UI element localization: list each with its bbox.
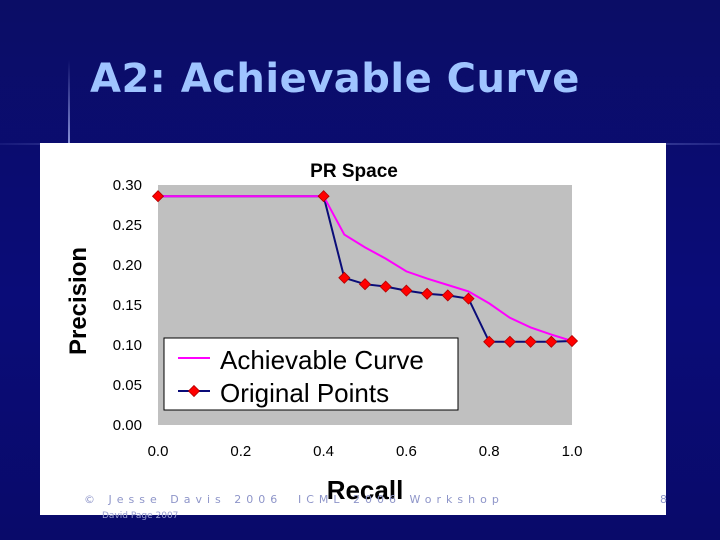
original-point-marker	[565, 334, 579, 348]
original-point-marker	[462, 292, 475, 305]
original-point-marker	[400, 284, 413, 297]
y-tick-label: 0.25	[113, 217, 142, 234]
y-axis-label: Precision	[65, 247, 92, 355]
original-point-marker	[503, 335, 516, 348]
original-point-marker	[338, 271, 351, 284]
original-point-marker	[545, 335, 558, 348]
footer-venue: ICML 2006 Workshop	[298, 493, 504, 506]
y-tick-label: 0.05	[113, 377, 142, 394]
original-point-marker	[379, 280, 392, 293]
original-point-marker	[483, 335, 496, 348]
chart-title: PR Space	[310, 161, 398, 182]
x-tick-label: 0.4	[313, 443, 334, 460]
original-point-marker	[441, 289, 454, 302]
original-point-marker	[421, 287, 434, 300]
original-point-marker	[317, 190, 330, 203]
y-tick-label: 0.20	[113, 257, 142, 274]
legend-label-achievable: Achievable Curve	[220, 345, 424, 375]
y-tick-label: 0.30	[113, 177, 142, 194]
y-tick-label: 0.10	[113, 337, 142, 354]
legend-box	[163, 337, 459, 411]
x-tick-label: 0.0	[148, 443, 169, 460]
x-tick-label: 0.8	[479, 443, 500, 460]
x-tick-label: 0.6	[396, 443, 417, 460]
footer-page-number: 8	[660, 493, 667, 506]
legend-swatch-original-marker	[187, 384, 201, 398]
x-tick-label: 1.0	[562, 443, 583, 460]
decorative-vertical-line	[68, 60, 70, 145]
slide-title: A2: Achievable Curve	[90, 56, 580, 102]
footer-author: David Page 2007	[102, 511, 179, 521]
y-tick-label: 0.00	[113, 417, 142, 434]
x-axis-label: Recall	[327, 475, 404, 505]
pr-space-chart: 0.0 0.2 0.4 0.6 0.8 1.0 0.00 0.05 0.10 0.15 0.20 0…	[65, 161, 583, 505]
chart-panel: 0.0 0.2 0.4 0.6 0.8 1.0 0.00 0.05 0.10 0.15 0.20 0…	[40, 143, 666, 515]
achievable-curve-line	[158, 195, 573, 342]
footer-copyright: © Jesse Davis 2006	[84, 493, 283, 506]
y-tick-label: 0.15	[113, 297, 142, 314]
legend-label-original: Original Points	[220, 378, 389, 408]
original-point-marker	[358, 278, 372, 291]
original-point-marker	[524, 335, 537, 348]
original-point-marker	[151, 190, 165, 203]
x-tick-label: 0.2	[230, 443, 251, 460]
